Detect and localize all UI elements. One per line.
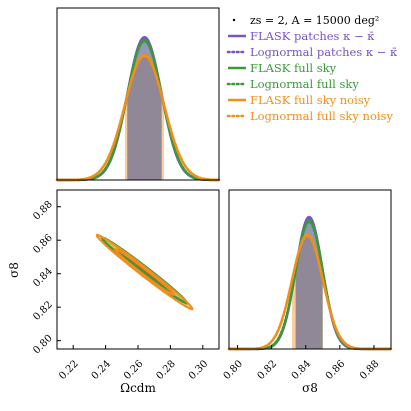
contour-panel [56, 189, 220, 350]
marginal-curve-5 [55, 54, 221, 182]
legend-entry-1: Lognormal patches κ − κ̄ [250, 45, 398, 59]
marginal-sigma8 [227, 189, 393, 351]
y-tick-label: 0.84 [31, 266, 55, 290]
x-tick-label: 0.28 [154, 358, 178, 382]
x-axis-omega-cdm: 0.22 0.24 0.26 0.28 0.30 [57, 345, 210, 382]
x-tick-label: 0.24 [90, 358, 114, 382]
y-tick-label: 0.86 [31, 232, 55, 256]
legend: zs = 2, A = 15000 deg² FLASK patches κ − … [226, 14, 398, 123]
x-axis-label-omega-cdm: Ωcdm [120, 381, 156, 395]
y-tick-label: 0.88 [31, 199, 55, 223]
panel-frame [56, 7, 220, 181]
band-68-4 [292, 234, 323, 349]
legend-entry-2: FLASK full sky [250, 61, 337, 75]
x-tick-label: 0.80 [222, 358, 246, 382]
contour-line-5-1 [95, 233, 194, 311]
y-axis-label-sigma8: σ8 [7, 262, 21, 278]
legend-entry-3: Lognormal full sky [250, 77, 359, 91]
legend-entry-5: Lognormal full sky noisy [250, 109, 393, 123]
band-68-4 [125, 55, 164, 181]
x-tick-label: 0.30 [187, 358, 211, 382]
y-tick-label: 0.82 [31, 299, 55, 323]
x-tick-label: 0.86 [324, 358, 348, 382]
x-axis-label-sigma8: σ8 [302, 381, 318, 395]
x-tick-label: 0.88 [358, 358, 382, 382]
x-tick-label: 0.82 [256, 358, 280, 382]
y-tick-label: 0.80 [31, 333, 55, 357]
legend-entry-4: FLASK full sky noisy [250, 93, 371, 107]
contour-line-5-0 [113, 247, 176, 297]
x-tick-label: 0.22 [57, 358, 81, 382]
x-tick-label: 0.26 [122, 358, 146, 382]
legend-entry-0: FLASK patches κ − κ̄ [250, 29, 375, 43]
x-axis-sigma8: 0.80 0.82 0.84 0.86 0.88 [222, 345, 382, 382]
panel-frame [228, 189, 392, 350]
band-68-0 [127, 37, 162, 180]
x-tick-label: 0.84 [290, 358, 314, 382]
legend-marker-title [232, 18, 236, 22]
band-68-2 [127, 39, 162, 180]
marginal-omega-cdm [55, 7, 221, 182]
legend-title: zs = 2, A = 15000 deg² [250, 14, 379, 27]
